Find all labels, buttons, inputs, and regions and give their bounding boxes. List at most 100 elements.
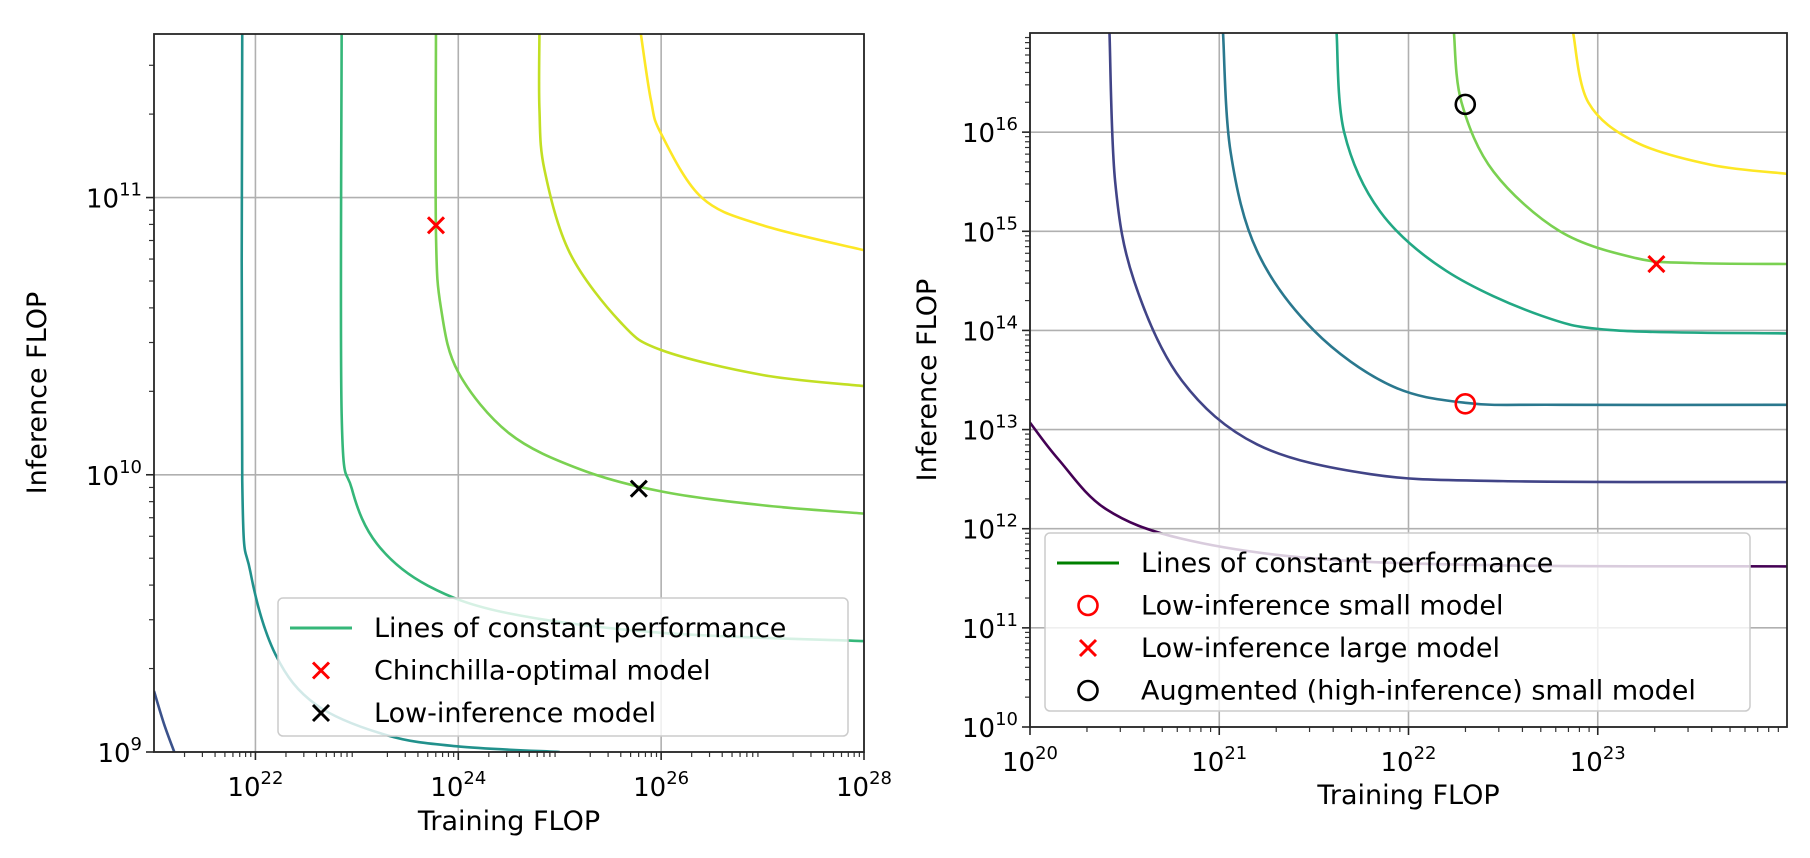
y-axis-label: Inference FLOP [912, 279, 943, 482]
series-line-3 [339, 34, 864, 643]
y-tick-label: 1011 [86, 180, 142, 215]
tick-exponent: 23 [1603, 743, 1626, 764]
tick-exponent: 26 [666, 768, 689, 789]
legend-item: Low-inference model [311, 698, 656, 729]
tick-base: 10 [836, 773, 869, 803]
tick-exponent: 21 [1224, 743, 1247, 764]
marker-chinchilla-optimal-model-stroke-b [426, 216, 446, 235]
series-line-6 [639, 34, 864, 252]
x-tick-label: 1022 [227, 768, 283, 803]
tick-base: 10 [962, 317, 995, 347]
tick-base: 10 [633, 773, 666, 803]
tick-base: 10 [962, 714, 995, 744]
marker-augmented-high-inference-small-model [1454, 93, 1477, 116]
legend-label: Chinchilla-optimal model [374, 656, 711, 687]
legend-x-swatch [311, 661, 331, 680]
tick-exponent: 24 [463, 768, 486, 789]
y-tick-label: 1010 [86, 457, 142, 492]
legend-box [1044, 532, 1751, 712]
series-line-2 [1108, 33, 1787, 484]
y-tick-label: 1011 [962, 610, 1018, 645]
series-line-2 [240, 34, 560, 752]
tick-exponent: 10 [995, 709, 1018, 730]
legend-item: Low-inference small model [1077, 591, 1503, 622]
tick-base: 10 [1381, 748, 1414, 778]
legend-label: Lines of constant performance [1141, 548, 1553, 579]
tick-base: 10 [962, 516, 995, 546]
series-line-5 [1452, 33, 1787, 266]
markers [426, 216, 648, 498]
tick-exponent: 15 [995, 213, 1018, 234]
y-axis-label: Inference FLOP [22, 292, 53, 495]
tick-base: 10 [86, 462, 119, 492]
x-axis-ticks: 1020 1021 1022 1023 [1002, 727, 1626, 778]
x-tick-label: 1026 [633, 768, 689, 803]
legend-label: Low-inference model [374, 698, 656, 729]
tick-exponent: 28 [869, 768, 892, 789]
legend-label: Lines of constant performance [374, 613, 786, 644]
tick-base: 10 [962, 417, 995, 447]
tick-base: 10 [86, 185, 119, 215]
x-tick-label: 1020 [1002, 743, 1058, 778]
tick-exponent: 12 [995, 511, 1018, 532]
legend-label: Low-inference large model [1141, 633, 1500, 664]
y-tick-label: 1012 [962, 511, 1018, 546]
y-tick-label: 1016 [962, 114, 1018, 149]
marker-low-inference-large-model-stroke-b [1647, 254, 1666, 274]
y-tick-label: 1014 [962, 312, 1018, 347]
tick-exponent: 9 [131, 734, 142, 755]
series-line-1 [154, 690, 176, 752]
legend-box [277, 597, 849, 737]
tick-exponent: 11 [995, 610, 1018, 631]
x-tick-label: 1023 [1570, 743, 1626, 778]
markers [1454, 93, 1666, 415]
marker-low-inference-model [629, 479, 648, 498]
y-tick-label: 1013 [962, 412, 1018, 447]
marker-chinchilla-optimal-model [426, 216, 446, 235]
axes-frame [153, 33, 865, 753]
tick-base: 10 [962, 119, 995, 149]
tick-exponent: 22 [261, 768, 284, 789]
right-chart-panel: 1020 1021 1022 1023101010111012101310141015… [912, 32, 1788, 811]
x-tick-label: 1022 [1381, 743, 1437, 778]
legend-label: Low-inference small model [1141, 591, 1503, 622]
legend-item: Lines of constant performance [290, 613, 786, 644]
legend-x-swatch [311, 703, 331, 723]
tick-exponent: 16 [995, 114, 1018, 135]
tick-base: 10 [1570, 748, 1603, 778]
x-axis-ticks: 1022 1024 1026 1028 [227, 752, 892, 803]
legend-circle-swatch [1077, 594, 1099, 617]
legend-x-swatch-stroke-b [311, 661, 331, 680]
x-axis-label: Training FLOP [417, 806, 600, 837]
marker-low-inference-large-model [1647, 254, 1666, 274]
marker-low-inference-model-stroke-b [629, 479, 648, 498]
tick-base: 10 [227, 773, 260, 803]
x-axis-label: Training FLOP [1316, 780, 1499, 811]
x-tick-label: 1021 [1191, 743, 1247, 778]
legend-x-swatch-stroke-b [311, 703, 331, 723]
legend-item: Low-inference large model [1078, 633, 1500, 664]
legend-circle-swatch [1077, 679, 1099, 702]
series-line-4 [434, 34, 864, 515]
series-line-6 [1571, 33, 1787, 176]
tick-exponent: 22 [1414, 743, 1437, 764]
legend-item: Lines of constant performance [1057, 548, 1553, 579]
tick-base: 10 [962, 615, 995, 645]
tick-base: 10 [430, 773, 463, 803]
y-tick-label: 109 [97, 734, 142, 769]
marker-low-inference-small-model [1454, 392, 1477, 415]
legend: Lines of constant performance Low-inferen… [1044, 532, 1751, 712]
legend-item: Chinchilla-optimal model [311, 656, 711, 687]
tick-exponent: 13 [995, 412, 1018, 433]
series-line-4 [1335, 33, 1787, 335]
series-line-5 [537, 34, 864, 388]
legend-label: Augmented (high-inference) small model [1141, 676, 1696, 707]
tick-exponent: 10 [119, 457, 142, 478]
tick-base: 10 [97, 739, 130, 769]
tick-base: 10 [1002, 748, 1035, 778]
legend-x-swatch-stroke-b [1078, 638, 1098, 658]
